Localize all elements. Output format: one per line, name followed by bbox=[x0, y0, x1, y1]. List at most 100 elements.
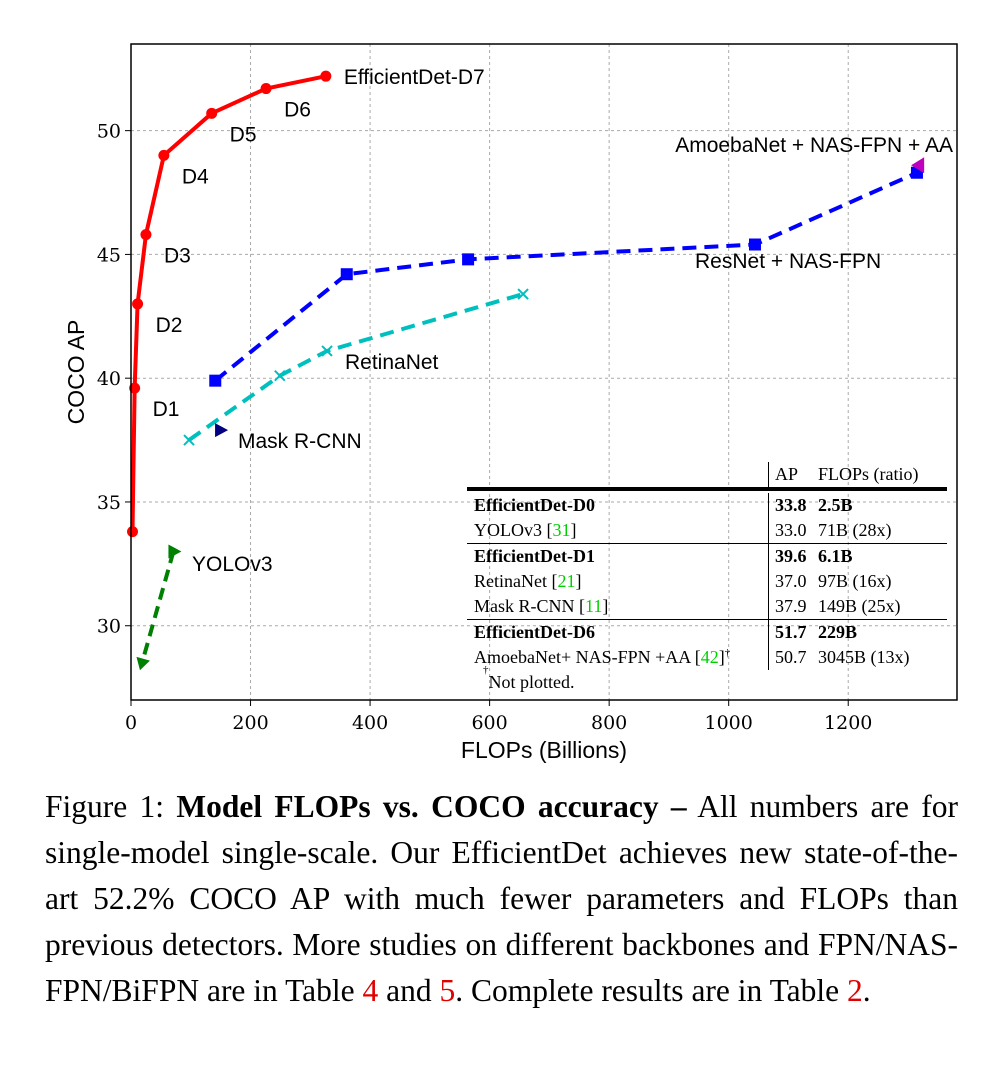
dagger-mark: † bbox=[483, 664, 489, 676]
table-body: EfficientDet-D0 33.8 2.5B YOLOv3 [31] 33.0 71… bbox=[467, 487, 947, 670]
table-row: EfficientDet-D6 51.7 229B bbox=[467, 619, 947, 645]
data-point bbox=[183, 434, 195, 446]
model-name: EfficientDet-D6 bbox=[467, 620, 768, 645]
data-point bbox=[206, 107, 218, 119]
y-tick-label: 40 bbox=[97, 368, 121, 390]
table-row: EfficientDet-D0 33.8 2.5B bbox=[467, 487, 947, 518]
citation-bracket: ] bbox=[570, 520, 577, 540]
data-point bbox=[462, 253, 475, 266]
model-name: YOLOv3 [31] bbox=[467, 518, 768, 543]
dagger-mark: † bbox=[724, 647, 731, 659]
table-ref-link[interactable]: 4 bbox=[362, 973, 379, 1008]
ap-value: 37.0 bbox=[768, 569, 818, 594]
series-retinanet bbox=[183, 288, 529, 446]
x-tick-label: 600 bbox=[471, 712, 507, 734]
data-point bbox=[126, 526, 138, 538]
model-name: AmoebaNet+ NAS-FPN +AA [42]† bbox=[467, 645, 768, 670]
point-label: D5 bbox=[230, 123, 257, 146]
data-point bbox=[748, 238, 761, 251]
series-label: ResNet + NAS-FPN bbox=[695, 250, 881, 273]
model-name-text: YOLOv3 [ bbox=[474, 520, 553, 540]
model-name-text: AmoebaNet+ NAS-FPN +AA [ bbox=[474, 647, 701, 667]
x-tick-label: 0 bbox=[125, 712, 137, 734]
table-row: RetinaNet [21] 37.0 97B (16x) bbox=[467, 569, 947, 594]
grid bbox=[131, 44, 957, 700]
point-label: D1 bbox=[153, 398, 180, 421]
flops-value: 97B (16x) bbox=[818, 571, 892, 591]
series-line bbox=[214, 170, 918, 383]
table-row: Mask R-CNN [11] 37.9 149B (25x) bbox=[467, 594, 947, 619]
caption-title: Model FLOPs vs. COCO accuracy – bbox=[176, 789, 687, 824]
citation-link[interactable]: 21 bbox=[557, 571, 576, 591]
citation-bracket: ] bbox=[718, 647, 725, 667]
ap-value: 50.7 bbox=[768, 645, 818, 670]
flops-value: 149B (25x) bbox=[818, 596, 901, 616]
citation-link[interactable]: 42 bbox=[700, 647, 719, 667]
model-name: EfficientDet-D1 bbox=[467, 544, 768, 569]
citation-link[interactable]: 11 bbox=[585, 596, 603, 616]
data-point bbox=[158, 149, 170, 161]
series-efficientdet bbox=[126, 70, 332, 538]
arrowhead bbox=[136, 656, 150, 671]
x-tick-label: 400 bbox=[352, 712, 388, 734]
table-ref-link[interactable]: 2 bbox=[846, 973, 863, 1008]
y-tick-label: 45 bbox=[97, 244, 121, 266]
ap-value: 33.0 bbox=[768, 518, 818, 543]
flops-value: 71B (28x) bbox=[818, 520, 892, 540]
caption-body: All num­bers are for single-model single… bbox=[45, 789, 958, 1008]
model-name-text: EfficientDet-D0 bbox=[474, 495, 595, 515]
table-ref-link[interactable]: 5 bbox=[439, 973, 456, 1008]
citation-link[interactable]: 31 bbox=[552, 520, 571, 540]
figure-caption: Figure 1: Model FLOPs vs. COCO accuracy … bbox=[45, 784, 958, 1014]
x-tick-label: 1000 bbox=[705, 712, 753, 734]
table-row: YOLOv3 [31] 33.0 71B (28x) bbox=[467, 518, 947, 543]
point-label: D6 bbox=[284, 99, 311, 122]
x-tick-label: 200 bbox=[232, 712, 268, 734]
y-axis-label: COCO AP bbox=[63, 320, 89, 425]
data-point bbox=[517, 288, 529, 300]
header-flops: FLOPs (ratio) bbox=[818, 464, 919, 484]
annotations: D1 D2 D3 D4 D5 D6 EfficientDet-D7 ResNet + NAS-… bbox=[153, 66, 953, 576]
series-label: YOLOv3 bbox=[192, 553, 273, 576]
data-point bbox=[320, 70, 332, 82]
point-label: D4 bbox=[182, 165, 209, 188]
series-line bbox=[130, 74, 327, 532]
table-row: EfficientDet-D1 39.6 6.1B bbox=[467, 543, 947, 569]
citation-bracket: ] bbox=[602, 596, 609, 616]
data-point bbox=[168, 544, 182, 559]
data-point bbox=[260, 83, 272, 95]
x-tick-label: 1200 bbox=[824, 712, 872, 734]
data-point bbox=[209, 374, 222, 387]
y-tick-label: 35 bbox=[97, 492, 121, 514]
y-tick-label: 30 bbox=[97, 616, 121, 638]
data-point bbox=[911, 157, 925, 174]
series-amoebanet-nas-fpn-aa bbox=[911, 157, 925, 174]
series-yolov3 bbox=[136, 544, 182, 671]
ap-value: 37.9 bbox=[768, 594, 818, 619]
flops-value: 6.1B bbox=[818, 546, 853, 566]
caption-label: Figure 1: bbox=[45, 789, 177, 824]
table-row: AmoebaNet+ NAS-FPN +AA [42]† 50.7 3045B (1… bbox=[467, 645, 947, 670]
data-point bbox=[340, 268, 353, 281]
x-axis-label: FLOPs (Billions) bbox=[461, 737, 627, 763]
model-name: Mask R-CNN [11] bbox=[467, 594, 768, 619]
series-label: Mask R-CNN bbox=[238, 430, 362, 453]
series-mask-r-cnn bbox=[215, 423, 229, 438]
series-resnet-nas-fpn bbox=[209, 166, 923, 387]
point-label: D2 bbox=[156, 314, 183, 337]
caption-end: . bbox=[862, 973, 871, 1008]
citation-bracket: ] bbox=[575, 571, 582, 591]
x-tick-label: 800 bbox=[591, 712, 627, 734]
data-point bbox=[215, 423, 229, 438]
point-label: D3 bbox=[164, 245, 191, 268]
flops-value: 2.5B bbox=[818, 495, 853, 515]
table-footnote: † Not plotted. bbox=[467, 664, 947, 695]
table-header: AP FLOPs (ratio) bbox=[467, 462, 947, 487]
model-name-text: RetinaNet [ bbox=[474, 571, 558, 591]
model-name: RetinaNet [21] bbox=[467, 569, 768, 594]
model-name-text: Mask R-CNN [ bbox=[474, 596, 585, 616]
model-name-text: EfficientDet-D6 bbox=[474, 622, 595, 642]
ticks: 0 200 400 600 800 1000 1200 30 35 40 45 50 bbox=[97, 121, 873, 734]
series-layer bbox=[126, 70, 925, 671]
ap-value: 33.8 bbox=[768, 493, 818, 518]
